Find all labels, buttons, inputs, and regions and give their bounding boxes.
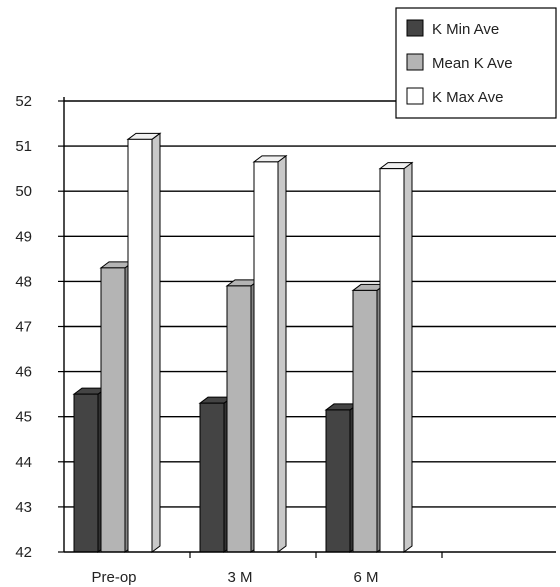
bar-front <box>199 402 225 553</box>
legend-swatch <box>406 53 424 71</box>
bar-front <box>379 168 405 553</box>
bar-front <box>127 138 153 553</box>
bars <box>72 132 414 553</box>
legend: K Min Ave Mean K Ave K Max Ave <box>395 7 557 119</box>
y-tick-label: 48 <box>15 273 32 290</box>
y-tick-label: 47 <box>15 319 32 336</box>
y-tick-label: 51 <box>15 138 32 155</box>
y-tick-label: 49 <box>15 228 32 245</box>
x-tick-label: 6 M <box>353 569 378 586</box>
legend-label: Mean K Ave <box>432 55 513 72</box>
legend-swatch <box>406 19 424 37</box>
legend-label: K Max Ave <box>432 89 503 106</box>
legend-swatch <box>406 87 424 105</box>
bar <box>378 161 414 553</box>
x-tick-label: 3 M <box>227 569 252 586</box>
bar-front <box>253 161 279 553</box>
legend-label: K Min Ave <box>432 21 499 38</box>
bar-front <box>352 289 378 553</box>
x-axis: Pre-op 3 M 6 M <box>64 551 556 586</box>
bar-front <box>226 285 252 553</box>
y-tick-label: 46 <box>15 364 32 381</box>
bar-front <box>73 393 99 553</box>
y-axis: 42 43 44 45 46 47 48 49 50 51 52 <box>15 93 65 561</box>
bar <box>252 154 288 553</box>
bar-front <box>325 409 351 553</box>
bar-side <box>277 154 287 553</box>
y-tick-label: 42 <box>15 544 32 561</box>
bar-front <box>100 267 126 553</box>
bar-side <box>151 132 161 553</box>
y-tick-label: 50 <box>15 183 32 200</box>
bar-side <box>403 161 413 553</box>
bar <box>126 132 162 553</box>
y-tick-label: 52 <box>15 93 32 110</box>
y-tick-label: 43 <box>15 499 32 516</box>
y-tick-label: 44 <box>15 454 32 471</box>
x-tick-label: Pre-op <box>91 569 136 586</box>
y-tick-label: 45 <box>15 409 32 426</box>
